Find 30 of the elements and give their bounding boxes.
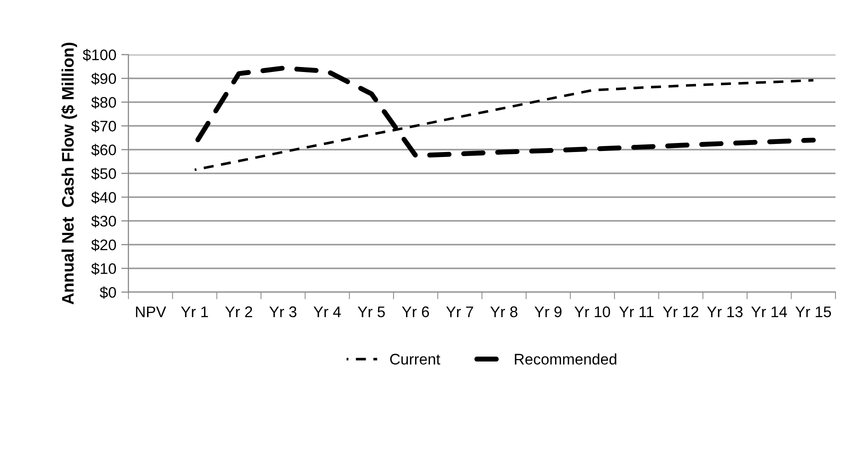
x-tick-label: NPV [136,306,166,318]
x-tick-label: Yr 12 [662,306,698,318]
x-tick-label: Yr 4 [314,306,341,318]
x-tick-label: Yr 5 [358,306,385,318]
y-tick-label: $50 [91,168,116,180]
x-tick-label: Yr 14 [751,306,787,318]
x-tick-label: Yr 6 [402,306,429,318]
y-tick-label: $100 [82,48,116,62]
y-tick-label: $30 [91,215,116,228]
x-tick-label: Yr 3 [269,306,296,318]
y-tick-label: $60 [91,144,116,156]
y-tick-label: $20 [91,238,116,252]
y-axis-title: Annual Net Cash Flow ($ Million) [61,42,78,304]
x-tick-label: Yr 8 [490,306,518,318]
y-tick-label: $10 [91,262,116,275]
x-tick-label: Yr 1 [181,306,208,318]
x-tick-label: Yr 9 [534,306,562,318]
x-tick-label: Yr 11 [619,306,654,318]
legend-label: Recommended [514,353,616,365]
y-tick-label: $0 [100,286,116,299]
y-tick-label: $40 [91,191,116,204]
x-tick-label: Yr 7 [446,306,474,318]
y-tick-label: $70 [91,120,116,132]
x-tick-label: Yr 13 [707,306,743,318]
x-tick-label: Yr 15 [795,306,831,318]
y-tick-label: $80 [91,96,116,109]
x-tick-label: Yr 2 [225,306,252,318]
x-tick-label: Yr 10 [574,306,610,318]
y-tick-label: $90 [91,72,116,85]
legend-label: Current [390,354,440,365]
